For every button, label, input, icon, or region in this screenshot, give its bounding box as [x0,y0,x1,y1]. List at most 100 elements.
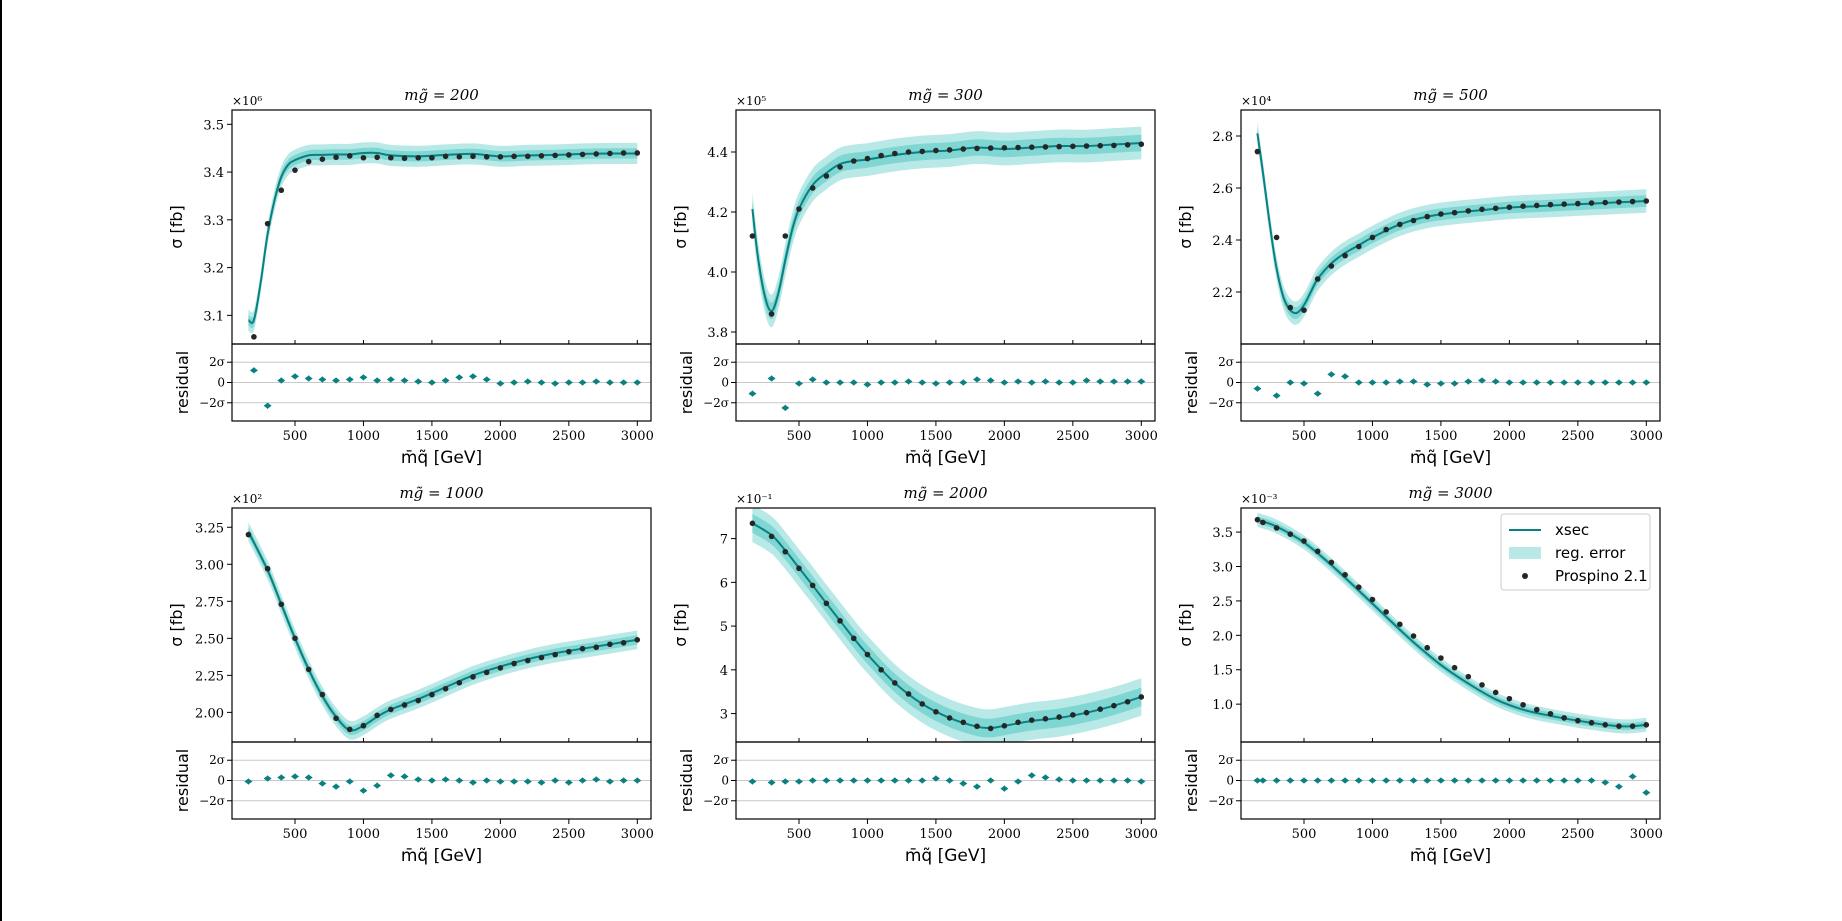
prospino-point [607,641,613,648]
prospino-point [1273,525,1280,531]
x-axis-label: m̄q̃ [GeV] [905,846,986,866]
residual-marker [781,778,790,785]
prospino-point [333,715,339,722]
prospino-point [809,582,816,589]
residual-marker [400,773,409,780]
x-tick-label: 2500 [552,429,585,444]
residual-marker [1519,777,1528,784]
prospino-point [892,680,898,686]
residual-marker [1628,773,1637,780]
x-tick-label: 2000 [988,827,1021,842]
prospino-point [1328,559,1335,566]
residual-marker [277,774,286,781]
prospino-point [1083,143,1090,149]
residual-marker [318,780,327,787]
prospino-point [796,206,802,212]
y-tick-label: 3.1 [203,309,224,324]
residual-marker [1382,379,1391,386]
prospino-point [823,173,830,179]
y-tick-label: 2.00 [195,706,224,721]
prospino-point [1602,721,1609,728]
residual-marker [551,380,560,387]
residual-marker [1313,777,1322,784]
prospino-point [1124,142,1131,148]
x-tick-label: 1000 [1356,827,1389,842]
residual-marker [1560,379,1569,386]
y-multiplier: ×10² [232,492,262,506]
x-tick-label: 500 [283,429,308,444]
residual-marker [1409,777,1418,784]
prospino-point [946,147,953,153]
prospino-point [1588,719,1595,726]
prospino-point [782,548,789,555]
residual-marker [537,379,546,386]
residual-marker [863,777,872,784]
residual-marker [863,381,872,388]
residual-marker [1354,777,1363,784]
residual-marker [1532,777,1541,784]
prospino-point [919,701,926,707]
residual-marker [1327,777,1336,784]
outer-error-band [248,142,638,334]
residual-marker [1409,378,1418,385]
prospino-point [1056,714,1062,720]
y-tick-label: 2.6 [1212,182,1233,197]
prospino-point [1451,664,1458,671]
residual-marker [1491,378,1500,385]
residual-marker [1450,777,1459,784]
prospino-point [552,152,558,159]
prospino-point [360,154,367,161]
residual-marker [1068,777,1077,784]
residual-marker [1041,378,1050,385]
residual-marker [1560,777,1569,784]
prospino-point [1111,142,1117,149]
prospino-point [511,153,517,160]
residual-marker [263,402,272,409]
subplot-4: 2.00 2.25 2.50 2.75 3.00 3.25 ×10² mg̃ = 1000 σ … [167,484,654,866]
prospino-point [1138,694,1145,700]
x-tick-label: 3000 [1125,429,1158,444]
residual-marker [592,776,601,783]
residual-marker [496,778,505,785]
x-tick-label: 1500 [919,827,952,842]
prospino-point [974,145,980,152]
y-tick-label: 4.0 [707,266,728,281]
residual-marker [1313,390,1322,397]
residual-tick-label: 2σ [1218,355,1234,369]
prospino-point [1561,201,1567,207]
prospino-point [1342,571,1348,578]
prospino-point [1138,141,1145,147]
residual-marker [482,777,491,784]
prospino-point [442,685,449,692]
x-tick-label: 3000 [1630,827,1663,842]
residual-marker [290,773,299,780]
residual-marker [1027,379,1036,386]
prospino-point [1438,655,1444,661]
residual-marker [1109,777,1118,784]
residual-axis-label: residual [677,351,696,414]
x-tick-label: 2500 [1056,429,1089,444]
residual-marker [359,374,368,381]
residual-marker [767,375,776,382]
residual-marker [877,777,886,784]
prospino-point [1397,221,1403,228]
prospino-point [374,712,380,719]
prospino-point [1070,712,1076,718]
subplot-title: mg̃ = 500 [1413,86,1488,104]
figure-left-border [0,0,2,921]
y-tick-label: 3 [720,708,728,723]
prospino-point [1479,206,1485,213]
y-tick-label: 3.5 [1212,526,1233,541]
prospino-point [960,146,967,152]
x-tick-label: 500 [787,429,812,444]
prospino-point [538,654,545,661]
residual-marker [808,376,817,383]
y-tick-label: 4.2 [707,206,728,221]
residual-marker [605,379,614,386]
subplot-title: mg̃ = 1000 [399,484,484,502]
residual-marker [249,367,258,374]
residual-marker [277,377,286,384]
prospino-point [768,311,775,317]
prospino-point [1254,148,1261,155]
prospino-point [456,154,463,160]
